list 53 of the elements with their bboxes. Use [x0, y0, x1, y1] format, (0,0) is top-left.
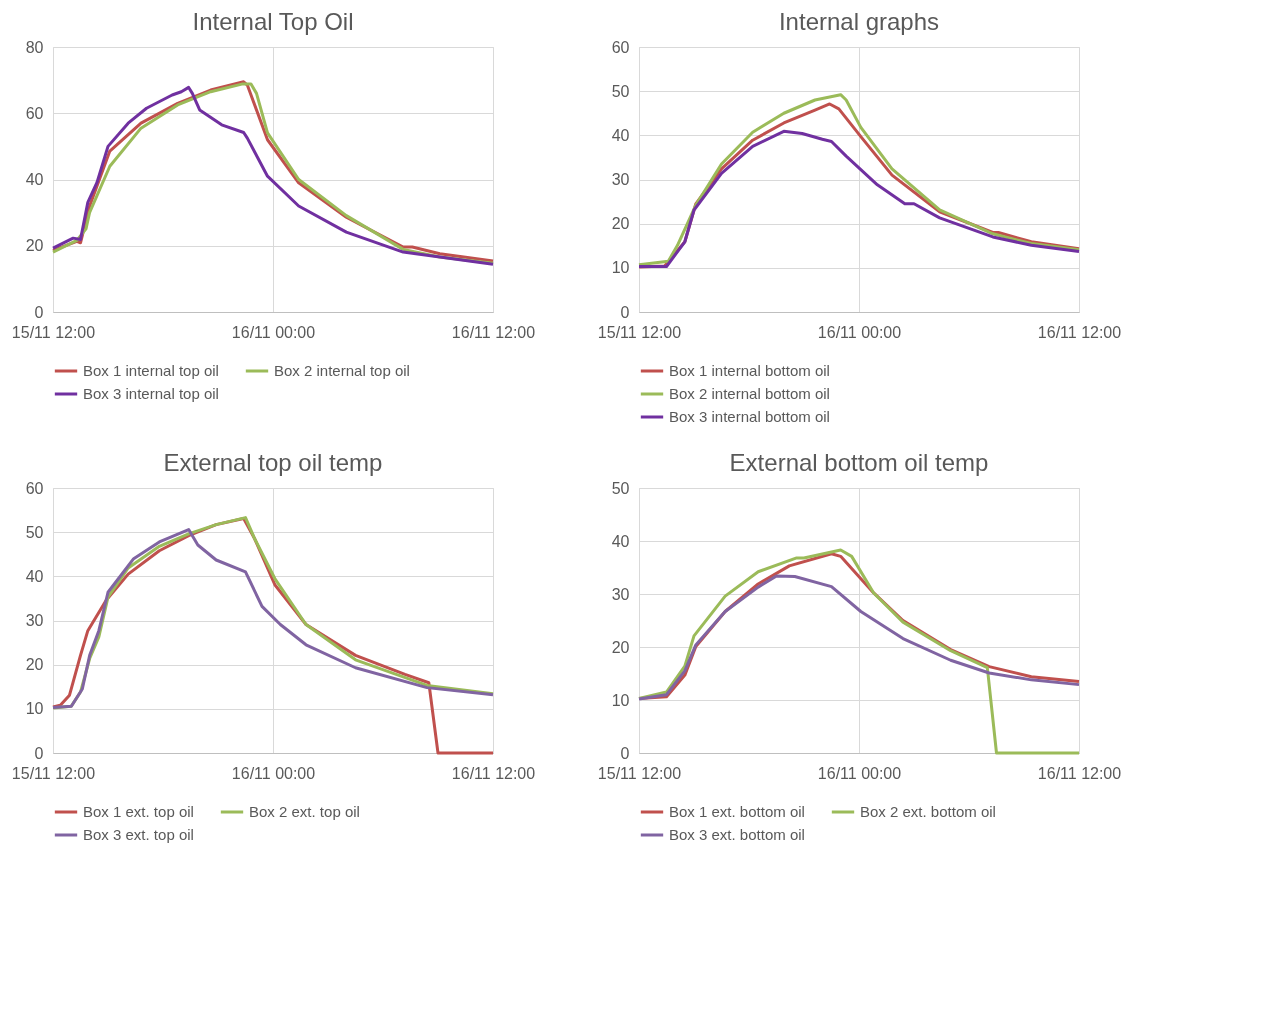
x-tick-label: 15/11 12:00 [597, 323, 682, 341]
x-tick-label: 16/11 00:00 [231, 323, 316, 341]
y-tick-label: 30 [611, 171, 630, 188]
x-tick-label: 16/11 00:00 [817, 323, 902, 341]
legend-label: Box 3 internal top oil [83, 385, 219, 402]
chart-title: Internal graphs [778, 8, 940, 35]
y-tick-label: 20 [611, 638, 630, 656]
y-tick-label: 30 [611, 585, 630, 603]
legend-label: Box 3 ext. bottom oil [669, 826, 805, 843]
legend-label: Box 2 internal bottom oil [669, 385, 830, 402]
y-tick-label: 40 [25, 567, 44, 585]
y-tick-label: 0 [34, 303, 44, 321]
y-tick-label: 40 [25, 171, 44, 188]
x-tick-label: 15/11 12:00 [11, 323, 96, 341]
y-tick-label: 80 [25, 38, 44, 56]
y-tick-label: 10 [611, 691, 630, 709]
chart-title: Internal Top Oil [192, 8, 354, 35]
legend-label: Box 3 internal bottom oil [669, 408, 830, 425]
legend-label: Box 1 ext. top oil [83, 803, 194, 820]
x-tick-label: 16/11 12:00 [1037, 323, 1122, 341]
y-tick-label: 50 [25, 523, 44, 541]
y-tick-label: 0 [620, 303, 630, 321]
y-tick-label: 10 [25, 700, 44, 718]
x-tick-label: 15/11 12:00 [11, 764, 96, 782]
x-tick-label: 16/11 12:00 [451, 323, 536, 341]
x-tick-label: 16/11 12:00 [1037, 764, 1122, 782]
y-tick-label: 20 [25, 656, 44, 674]
chart-title: External bottom oil temp [729, 449, 989, 476]
legend-label: Box 1 ext. bottom oil [669, 803, 805, 820]
legend-label: Box 2 internal top oil [274, 362, 410, 379]
y-tick-label: 10 [611, 259, 630, 277]
y-tick-label: 30 [25, 612, 44, 629]
y-tick-label: 0 [34, 744, 44, 762]
y-tick-label: 60 [25, 479, 44, 497]
y-tick-label: 50 [611, 82, 630, 100]
legend-label: Box 1 internal bottom oil [669, 362, 830, 379]
legend-label: Box 1 internal top oil [83, 362, 219, 379]
y-tick-label: 20 [611, 215, 630, 233]
legend-label: Box 3 ext. top oil [83, 826, 194, 843]
x-tick-label: 16/11 00:00 [817, 764, 902, 782]
y-tick-label: 0 [620, 744, 630, 762]
y-tick-label: 20 [25, 237, 44, 255]
x-tick-label: 16/11 12:00 [451, 764, 536, 782]
legend-label: Box 2 ext. bottom oil [860, 803, 996, 820]
y-tick-label: 50 [611, 479, 630, 497]
y-tick-label: 60 [611, 38, 630, 56]
y-tick-label: 60 [25, 104, 44, 122]
y-tick-label: 40 [611, 532, 630, 550]
legend-label: Box 2 ext. top oil [249, 803, 360, 820]
x-tick-label: 16/11 00:00 [231, 764, 316, 782]
x-tick-label: 15/11 12:00 [597, 764, 682, 782]
y-tick-label: 40 [611, 126, 630, 144]
chart-title: External top oil temp [163, 449, 383, 476]
